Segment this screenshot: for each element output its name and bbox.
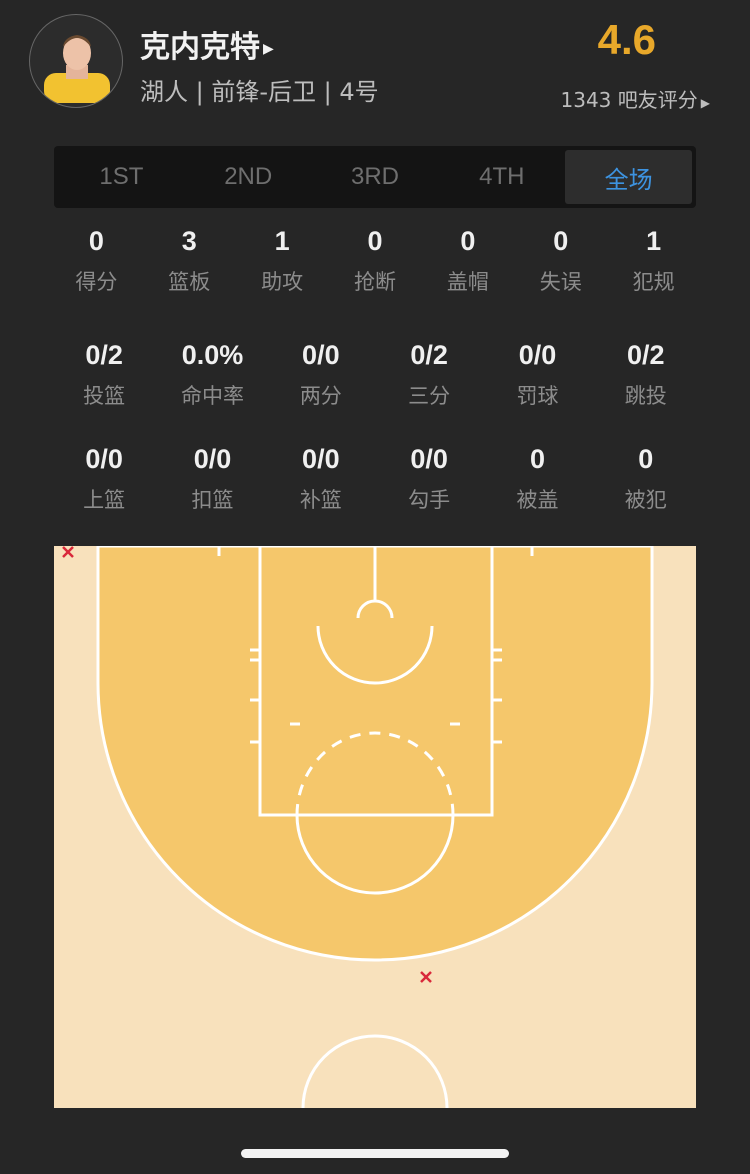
free-throw-circle-lower [295,814,455,895]
stat-value: 0 [553,226,569,256]
stat-value: 0/0 [85,444,123,474]
stat-item: 0 得分 [50,226,143,296]
shot-miss-marker [420,971,432,983]
stat-value: 0/2 [85,340,123,370]
stat-label: 三分 [408,384,451,408]
stat-value: 0.0% [181,340,244,370]
stat-item: 0 失误 [514,226,607,296]
stat-label: 两分 [299,384,342,408]
stat-value: 0 [529,444,545,474]
shot-chart-court [54,546,696,1108]
lane-hash-marks [217,546,534,744]
hoop [356,599,394,619]
stat-value: 0 [88,226,104,256]
stat-item: 0 盖帽 [421,226,514,296]
stat-item: 0/2 投篮 [50,340,158,410]
stat-label: 勾手 [408,488,451,512]
stats-shooting-row: 0/2 投篮 0.0% 命中率 0/0 两分 0/2 三分 0/0 罚球 0/2 跳投 [50,340,700,410]
stat-label: 犯规 [632,270,675,294]
home-indicator[interactable] [241,1149,509,1158]
tab-0[interactable]: 1ST [99,163,144,190]
stat-label: 命中率 [180,384,244,408]
triangle-right-icon: ▶ [263,40,274,57]
stat-value: 1 [646,226,662,256]
stat-value: 0/0 [410,444,448,474]
stat-label: 补篮 [299,488,342,512]
period-tabs: 1ST 2ND 3RD 4TH 全场 [54,146,696,208]
stat-item: 0/0 上篮 [50,444,158,514]
stat-label: 失误 [539,270,582,294]
stats-main-row: 0 得分 3 篮板 1 助攻 0 抢断 0 盖帽 0 失误 1 犯规 [50,226,700,296]
stat-label: 扣篮 [191,488,234,512]
rating-votes-link[interactable]: 1343 吧友评分 ▶ [560,88,711,112]
stat-item: 0.0% 命中率 [158,340,266,410]
tab-2[interactable]: 3RD [350,163,399,190]
stat-value: 0 [460,226,476,256]
free-throw-circle-upper [295,731,455,816]
stat-item: 0 被盖 [483,444,591,514]
stat-value: 1 [274,226,290,256]
stat-item: 0/0 两分 [267,340,375,410]
stat-value: 0/0 [302,340,340,370]
stat-item: 0/0 罚球 [483,340,591,410]
stat-value: 3 [181,226,197,256]
stat-label: 篮板 [168,270,211,294]
stat-label: 得分 [75,270,118,294]
stat-item: 0 被犯 [592,444,700,514]
player-rating: 4.6 [597,16,656,63]
stat-value: 0 [367,226,383,256]
stat-label: 跳投 [624,384,667,408]
stat-value: 0/2 [627,340,665,370]
stat-label: 助攻 [261,270,304,294]
tab-3[interactable]: 4TH [479,163,525,190]
center-circle [301,1034,449,1108]
tab-1[interactable]: 2ND [224,163,273,190]
stat-label: 抢断 [354,270,396,294]
stat-label: 投篮 [83,384,126,408]
stat-item: 0/0 勾手 [375,444,483,514]
tab-4[interactable]: 全场 [565,150,692,204]
stat-item: 0/0 补篮 [267,444,375,514]
stat-label: 上篮 [83,488,126,512]
stat-item: 0/0 扣篮 [158,444,266,514]
shot-miss-marker [62,546,74,558]
stat-item: 0/2 跳投 [592,340,700,410]
stat-label: 被盖 [516,488,559,512]
stats-shot-types-row: 0/0 上篮 0/0 扣篮 0/0 补篮 0/0 勾手 0 被盖 0 被犯 [50,444,700,514]
player-name[interactable]: 克内克特 ▶ [140,30,274,65]
player-photo [44,35,110,103]
paint-lane [258,546,494,817]
stat-item: 1 犯规 [607,226,700,296]
stat-item: 3 篮板 [143,226,236,296]
stat-label: 罚球 [516,384,559,408]
stat-item: 1 助攻 [236,226,329,296]
stat-label: 盖帽 [446,270,489,294]
stat-value: 0/0 [518,340,557,370]
stat-item: 0/2 三分 [375,340,483,410]
stat-value: 0 [638,444,654,474]
stat-item: 0 抢断 [329,226,422,296]
player-avatar[interactable] [29,14,123,108]
stat-label: 被犯 [624,488,667,512]
stat-value: 0/2 [410,340,448,370]
three-point-line [96,546,654,962]
player-info: 湖人 | 前锋-后卫 | 4号 [140,78,379,106]
stat-value: 0/0 [302,444,340,474]
triangle-right-icon: ▶ [700,96,710,110]
restricted-area-arc [316,625,434,685]
stat-value: 0/0 [193,444,232,474]
